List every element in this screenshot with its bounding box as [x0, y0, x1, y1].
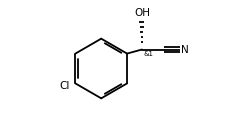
- Text: &1: &1: [143, 51, 153, 57]
- Text: Cl: Cl: [60, 81, 70, 91]
- Text: N: N: [180, 45, 188, 55]
- Text: OH: OH: [134, 8, 150, 18]
